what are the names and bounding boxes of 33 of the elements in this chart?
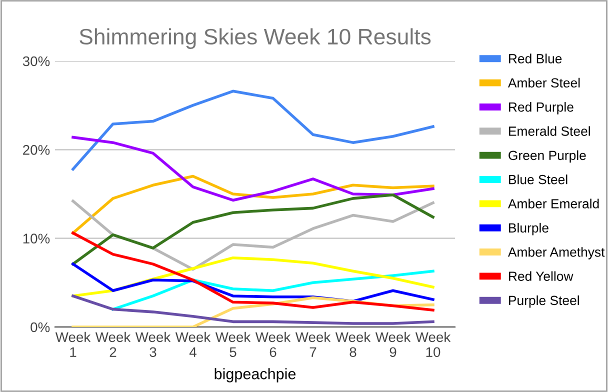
legend-label: Amber Emerald [508,198,599,208]
line-series [112,270,434,311]
x-tick-label: Week 7 [295,332,331,357]
line-series [72,232,434,312]
x-tick-label: Week 10 [415,332,451,358]
x-tick-label: Week 5 [215,332,251,358]
legend-label: Emerald Steel [509,126,590,136]
x-tick-label: Week 3 [135,332,171,358]
x-tick-label: Week 6 [255,332,291,358]
line-series [72,136,434,202]
x-tick-label: Week 1 [55,332,91,357]
line-series [72,90,434,171]
y-tick-label: 10% [23,234,50,244]
line-series [72,174,434,234]
legend-label: Red Purple [509,102,574,114]
x-tick-label: Week 2 [95,332,131,357]
chart-title: Shimmering Skies Week 10 Results [80,28,431,49]
x-tick-label: Week 8 [335,332,371,358]
legend-label: Amber Amethyst [508,247,605,260]
y-tick-label: 30% [22,56,50,66]
legend-label: Red Blue [509,54,562,64]
legend-label: Blue Steel [509,174,568,184]
x-tick-label: Week 9 [375,332,411,358]
line-series [72,193,434,266]
x-tick-label: Week 4 [175,332,211,357]
legend-label: Red Yellow [509,271,574,281]
y-tick-label: 20% [23,145,50,155]
legend-label: Blurple [509,222,548,236]
legend-label: Amber Steel [508,78,580,88]
legend-label: Purple Steel [509,295,579,308]
legend-label: Green Purple [508,150,586,163]
x-axis-title: bigpeachpie [214,368,296,382]
y-tick-label: 0% [30,322,50,332]
